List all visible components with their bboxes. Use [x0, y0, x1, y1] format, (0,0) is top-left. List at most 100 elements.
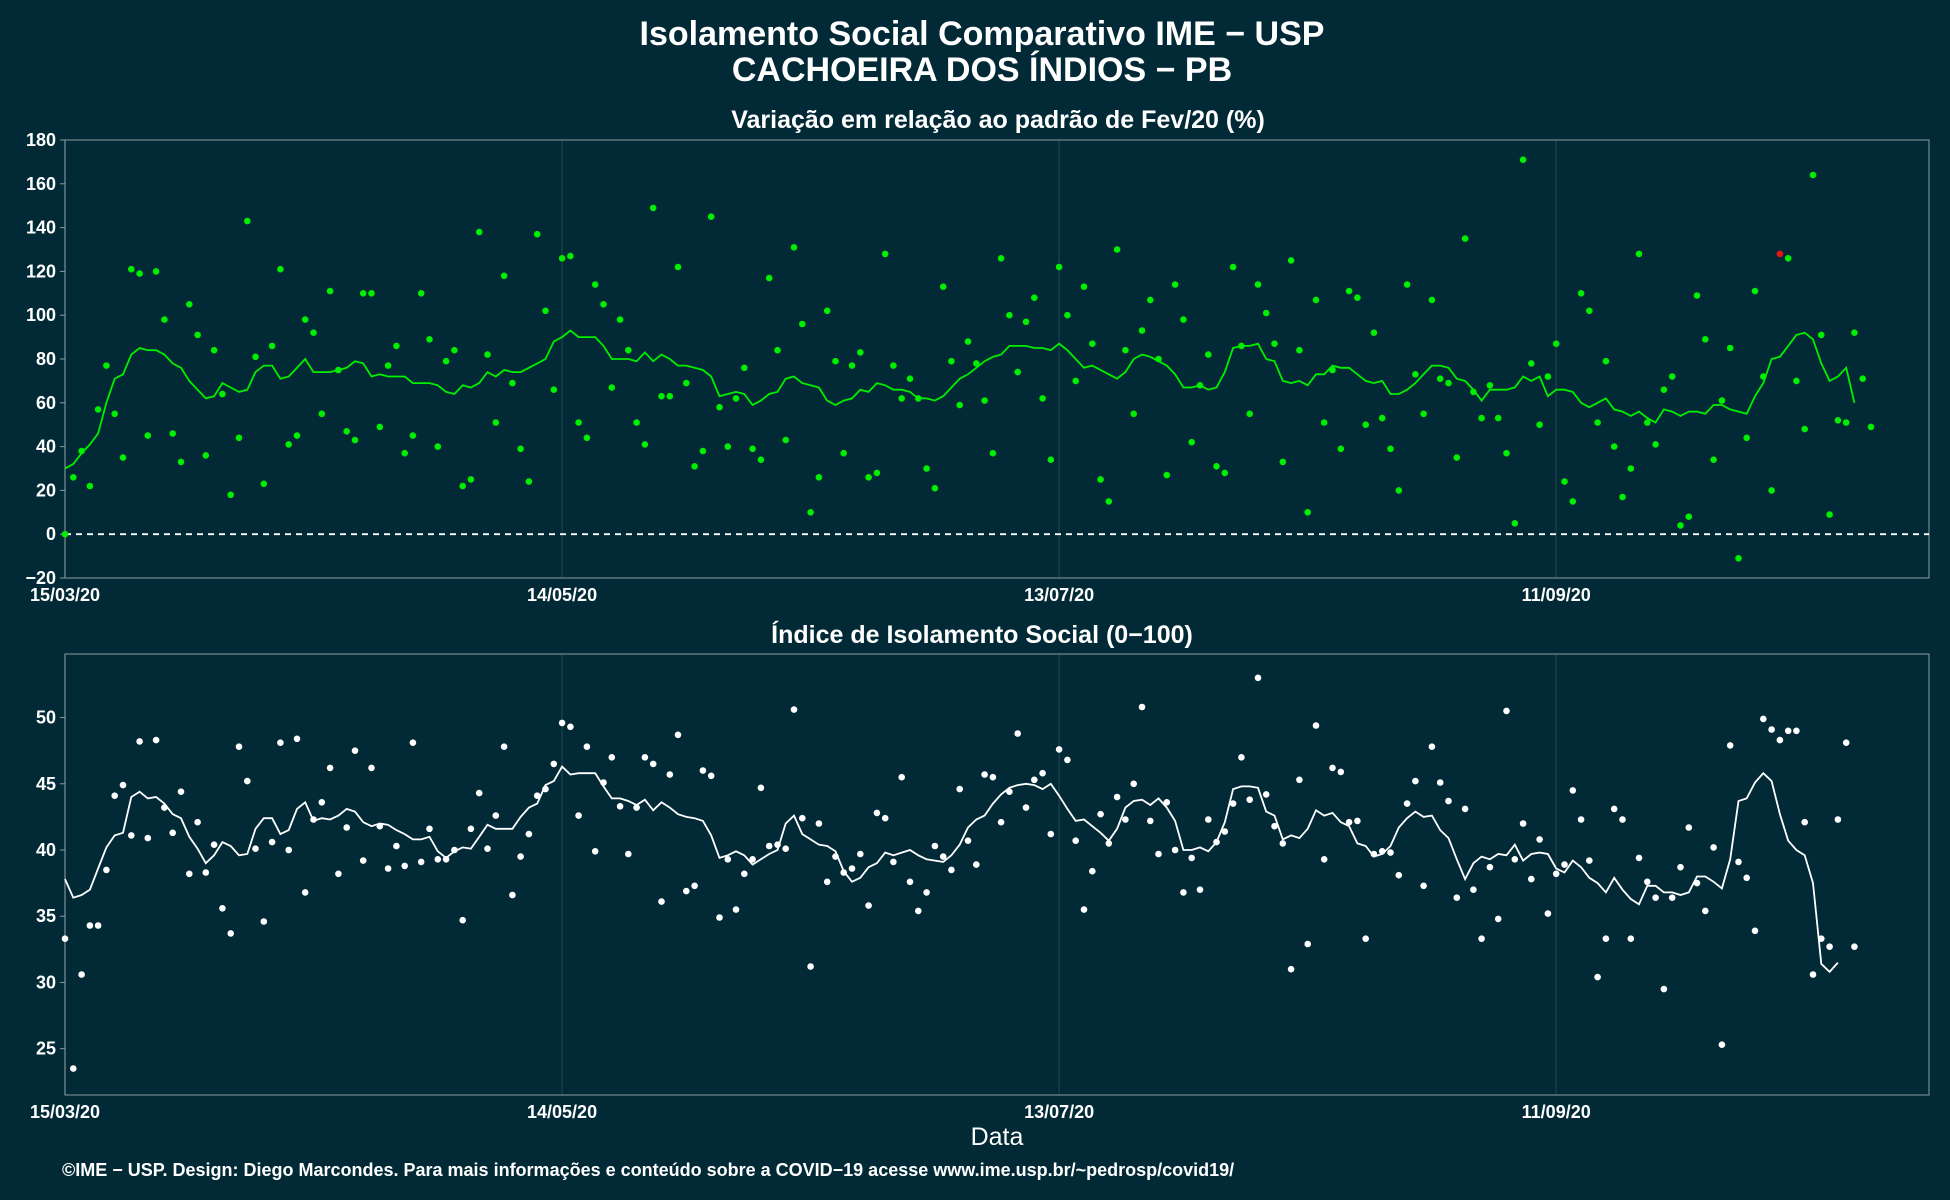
top-data-point	[94, 406, 102, 413]
top-panel-plot: −20 0 20 40 60 80 100 120 140 160 180 15/03/20 14/05…	[25, 130, 1930, 605]
bottom-data-point	[1552, 870, 1560, 878]
top-data-point	[1619, 493, 1626, 501]
top-x-tick-label: 13/07/20	[1024, 585, 1094, 605]
bottom-data-point	[285, 846, 293, 854]
top-data-point	[765, 274, 773, 282]
top-data-point	[973, 360, 980, 367]
bottom-data-point	[1221, 828, 1229, 835]
top-data-point	[1710, 456, 1717, 464]
bottom-data-point	[890, 858, 897, 866]
bottom-data-point	[111, 792, 118, 799]
top-data-point	[865, 474, 872, 481]
top-data-point	[1602, 357, 1610, 365]
top-data-point	[1784, 254, 1792, 262]
bottom-data-point	[1022, 804, 1030, 811]
bottom-data-point	[1809, 971, 1817, 978]
bottom-data-point	[1826, 943, 1833, 950]
top-data-point	[1163, 471, 1171, 479]
bottom-data-point	[1072, 837, 1079, 844]
top-data-point	[1818, 331, 1825, 339]
bottom-data-point	[1006, 788, 1013, 795]
top-data-point	[1296, 346, 1303, 354]
bottom-data-point	[1619, 816, 1626, 823]
bottom-data-point	[210, 841, 218, 848]
bottom-data-point	[186, 870, 193, 878]
bottom-data-point	[765, 842, 773, 850]
bottom-data-point	[1378, 848, 1386, 855]
bottom-data-point	[1453, 894, 1461, 901]
bottom-data-point	[774, 841, 781, 848]
top-data-point	[293, 432, 301, 439]
top-data-point	[1528, 360, 1535, 367]
top-data-point	[616, 316, 624, 323]
top-data-point	[857, 349, 864, 356]
bottom-data-point	[1561, 861, 1568, 868]
top-data-point	[732, 395, 740, 402]
bottom-x-tick-label: 13/07/20	[1024, 1102, 1094, 1122]
top-data-point	[1370, 329, 1378, 337]
top-data-point	[376, 423, 384, 431]
top-data-point	[1039, 395, 1046, 402]
bottom-data-point	[1677, 863, 1684, 871]
top-data-point	[691, 463, 698, 470]
top-data-point	[186, 301, 193, 308]
top-data-point	[409, 432, 417, 439]
top-data-point	[1470, 388, 1477, 396]
top-data-point	[1354, 294, 1361, 302]
top-data-point	[567, 252, 574, 260]
top-data-point	[1006, 311, 1013, 319]
bottom-data-point	[873, 809, 881, 817]
top-data-point	[724, 443, 732, 450]
bottom-data-point	[840, 869, 847, 876]
top-y-tick-label: 140	[26, 218, 56, 238]
bottom-data-point	[939, 853, 947, 860]
bottom-data-point	[1362, 935, 1369, 942]
bottom-data-point	[1776, 736, 1784, 744]
top-data-point	[194, 331, 201, 339]
top-data-point	[1113, 246, 1121, 253]
top-data-point	[964, 338, 972, 345]
top-data-point	[86, 482, 94, 490]
bottom-y-tick-label: 35	[36, 906, 56, 926]
top-data-point	[1677, 522, 1684, 529]
top-data-point	[1478, 414, 1485, 422]
bottom-data-point	[484, 845, 491, 852]
bottom-data-point	[633, 804, 640, 811]
bottom-data-point	[78, 971, 85, 978]
top-data-point	[649, 204, 657, 212]
bottom-data-point	[948, 866, 955, 874]
bottom-data-point	[1503, 707, 1510, 715]
top-data-point	[1320, 419, 1328, 426]
bottom-data-point	[906, 878, 914, 886]
top-data-point	[177, 458, 185, 466]
bottom-data-point	[1296, 776, 1303, 784]
top-data-point	[1760, 373, 1767, 380]
bottom-data-point	[1163, 799, 1171, 806]
top-data-point	[235, 434, 243, 442]
top-data-point	[1842, 419, 1850, 426]
bottom-data-point	[956, 785, 963, 793]
bottom-data-point	[1262, 791, 1270, 798]
bottom-data-point	[973, 861, 980, 868]
bottom-data-point	[815, 820, 823, 827]
bottom-data-point	[732, 906, 740, 913]
bottom-data-point	[1519, 820, 1527, 827]
bottom-data-point	[169, 829, 176, 837]
top-data-point	[169, 430, 176, 437]
bottom-data-point	[989, 773, 997, 781]
top-data-point	[500, 272, 508, 280]
top-data-point	[533, 230, 541, 238]
bottom-data-point	[716, 914, 723, 921]
bottom-data-point	[1834, 816, 1842, 823]
top-data-point	[1561, 478, 1568, 485]
top-data-point	[78, 447, 85, 455]
top-data-point	[426, 336, 433, 343]
bottom-data-point	[1544, 910, 1552, 917]
top-data-point	[790, 244, 798, 251]
top-data-point	[666, 392, 674, 400]
top-data-point	[509, 379, 516, 387]
bottom-data-point	[301, 889, 309, 896]
top-data-point	[1031, 294, 1038, 302]
top-data-point	[1594, 419, 1601, 426]
top-data-point	[1867, 423, 1875, 431]
